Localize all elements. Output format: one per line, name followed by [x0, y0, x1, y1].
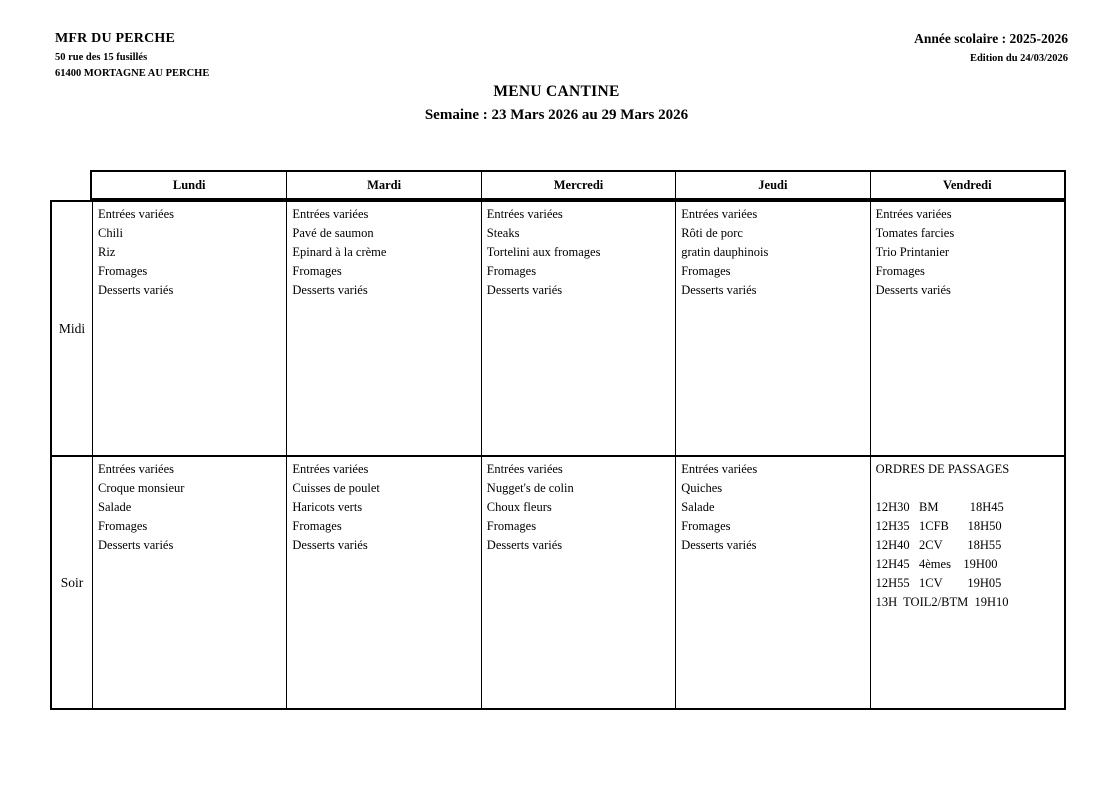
column-header-vendredi: Vendredi — [869, 172, 1064, 198]
menu-item: Desserts variés — [98, 283, 174, 297]
menu-item: Fromages — [875, 264, 925, 278]
menu-item: Cuisses de poulet — [292, 481, 380, 495]
menu-item: Fromages — [292, 519, 342, 533]
menu-table: Lundi Mardi Mercredi Jeudi Vendredi Midi… — [50, 170, 1066, 710]
menu-item: Chili — [98, 226, 124, 240]
menu-item: Desserts variés — [98, 538, 174, 552]
menu-cell-mardi-midi: Entrées variées Pavé de saumon Epinard à… — [286, 202, 480, 455]
menu-cell-mercredi-soir: Entrées variées Nugget's de colin Choux … — [480, 455, 676, 708]
menu-item: Entrées variées — [681, 207, 758, 221]
menu-item: Fromages — [681, 519, 731, 533]
menu-item: Entrées variées — [292, 462, 369, 476]
passage-line: 12H30 BM 18H45 — [875, 500, 1004, 514]
school-year: Année scolaire : 2025-2026 — [914, 31, 1068, 46]
menu-cell-mardi-soir: Entrées variées Cuisses de poulet Harico… — [286, 455, 481, 708]
document-title-block: MENU CANTINE Semaine : 23 Mars 2026 au 2… — [0, 83, 1113, 124]
menu-item: Fromages — [486, 264, 537, 278]
table-header-row: Lundi Mardi Mercredi Jeudi Vendredi — [90, 170, 1066, 200]
menu-item: Desserts variés — [875, 283, 951, 297]
menu-item: Entrées variées — [681, 462, 758, 476]
menu-cell-vendredi-midi: Entrées variées Tomates farcies Trio Pri… — [869, 202, 1064, 455]
edition-date: Edition du 24/03/2026 — [969, 53, 1068, 64]
menu-item: Nugget's de colin — [486, 481, 574, 495]
menu-item: Trio Printanier — [875, 245, 950, 259]
column-header-mercredi: Mercredi — [480, 172, 675, 198]
menu-cell-jeudi-midi: Entrées variées Rôti de porc gratin daup… — [675, 202, 869, 455]
menu-item: Riz — [98, 245, 116, 259]
menu-item: Desserts variés — [681, 283, 757, 297]
menu-cell-mercredi-midi: Entrées variées Steaks Tortelini aux fro… — [480, 202, 675, 455]
passage-line: 12H45 4èmes 19H00 — [875, 557, 998, 571]
menu-item: Pavé de saumon — [292, 226, 374, 240]
column-header-mardi: Mardi — [286, 172, 480, 198]
table-body: Midi Entrées variées Chili Riz Fromages … — [50, 200, 1066, 710]
edition-info: Année scolaire : 2025-2026 Edition du 24… — [914, 31, 1068, 64]
organization-address-line2: 61400 MORTAGNE AU PERCHE — [55, 68, 210, 79]
menu-item: Epinard à la crème — [292, 245, 387, 259]
passage-line: 12H35 1CFB 18H50 — [875, 519, 1002, 533]
menu-item: Desserts variés — [486, 538, 563, 552]
row-label-soir: Soir — [52, 455, 92, 708]
passages-title: ORDRES DE PASSAGES — [875, 462, 1010, 476]
menu-item: Entrées variées — [98, 207, 175, 221]
menu-item: Salade — [681, 500, 715, 514]
menu-item: Croque monsieur — [98, 481, 185, 495]
column-header-lundi: Lundi — [172, 177, 206, 192]
menu-item: Tortelini aux fromages — [486, 245, 601, 259]
passage-line: 12H40 2CV 18H55 — [875, 538, 1002, 552]
menu-cell-jeudi-soir: Entrées variées Quiches Salade Fromages … — [675, 455, 870, 708]
menu-item: Desserts variés — [292, 283, 368, 297]
menu-item: Entrées variées — [98, 462, 175, 476]
menu-item: Fromages — [681, 264, 731, 278]
menu-item: Fromages — [292, 264, 342, 278]
menu-item: Haricots verts — [292, 500, 363, 514]
page-title: MENU CANTINE — [493, 83, 620, 100]
menu-item: Steaks — [486, 226, 520, 240]
column-header-jeudi: Jeudi — [675, 172, 869, 198]
menu-item: Fromages — [98, 264, 148, 278]
passage-line: 13H TOIL2/BTM 19H10 — [875, 595, 1009, 609]
menu-item: gratin dauphinois — [681, 245, 769, 259]
organization-address-line1: 50 rue des 15 fusillés — [55, 52, 148, 63]
week-subtitle: Semaine : 23 Mars 2026 au 29 Mars 2026 — [424, 107, 689, 123]
menu-cell-lundi-midi: Entrées variées Chili Riz Fromages Desse… — [92, 202, 286, 455]
menu-item: Rôti de porc — [681, 226, 743, 240]
menu-item: Tomates farcies — [875, 226, 955, 240]
passages-spacer — [876, 479, 1059, 498]
menu-item: Entrées variées — [486, 462, 563, 476]
menu-item: Choux fleurs — [486, 500, 552, 514]
menu-item: Fromages — [98, 519, 148, 533]
menu-item: Quiches — [681, 481, 723, 495]
menu-item: Entrées variées — [292, 207, 369, 221]
menu-item: Desserts variés — [292, 538, 368, 552]
menu-item: Fromages — [486, 519, 537, 533]
organization-name: MFR DU PERCHE — [55, 31, 176, 46]
menu-item: Entrées variées — [875, 207, 952, 221]
menu-item: Desserts variés — [681, 538, 757, 552]
row-label-midi: Midi — [58, 320, 86, 336]
menu-cell-lundi-soir: Entrées variées Croque monsieur Salade F… — [92, 455, 287, 708]
passage-line: 12H55 1CV 19H05 — [875, 576, 1002, 590]
menu-cell-vendredi-soir-passages: ORDRES DE PASSAGES 12H30 BM 18H45 12H35 … — [869, 455, 1064, 708]
menu-item: Desserts variés — [486, 283, 563, 297]
menu-item: Salade — [98, 500, 132, 514]
menu-item: Entrées variées — [486, 207, 563, 221]
organization-info: MFR DU PERCHE 50 rue des 15 fusillés 614… — [55, 31, 209, 79]
